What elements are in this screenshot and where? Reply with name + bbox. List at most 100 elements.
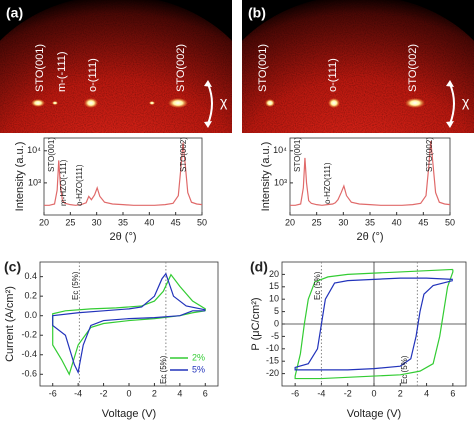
chi-arrow <box>449 83 455 125</box>
diffraction-spot <box>84 98 98 108</box>
data-line <box>290 141 451 206</box>
x-tick-label: 6 <box>203 388 208 398</box>
x-tick-label: 30 <box>338 217 348 227</box>
y-tick-label: 10³ <box>28 177 41 187</box>
y-tick-label: -10 <box>266 343 279 353</box>
panel-label: (a) <box>6 5 23 21</box>
annotation: STO(002) <box>425 137 434 172</box>
y-tick-label: 0.4 <box>24 271 37 281</box>
spot-label: STO(002) <box>407 44 419 92</box>
annotation: STO(001) <box>47 137 56 172</box>
x-axis-label: Voltage (V) <box>102 408 156 420</box>
data-line <box>294 277 454 371</box>
annotation: m-HZO(-111) <box>59 159 68 206</box>
x-tick-label: -4 <box>74 388 82 398</box>
chi-arrow <box>207 83 213 125</box>
x-tick-label: -6 <box>291 388 299 398</box>
spot-label: m-(-111) <box>56 51 68 92</box>
y-axis-label: Current (A/cm²) <box>4 286 16 362</box>
y-tick-label: 10⁴ <box>27 145 41 155</box>
x-axis-label: 2θ (°) <box>356 231 383 243</box>
diffraction-spot <box>265 99 275 107</box>
x-tick-label: 20 <box>285 217 295 227</box>
chi-label: χ <box>462 94 470 110</box>
chi-arrowhead <box>204 80 212 128</box>
x-tick-label: 0 <box>371 388 376 398</box>
x-tick-label: 30 <box>92 217 102 227</box>
x-axis-label: Voltage (V) <box>347 408 401 420</box>
y-tick-label: 0.0 <box>24 310 37 320</box>
y-axis-label: Intensity (a.u.) <box>14 142 26 212</box>
x-tick-label: 50 <box>197 217 207 227</box>
x-tick-label: 35 <box>118 217 128 227</box>
y-tick-label: -0.4 <box>21 349 37 359</box>
diffraction-image <box>242 0 474 133</box>
spot-label: STO(001) <box>257 44 269 92</box>
annotation: o-HZO(111) <box>323 162 332 204</box>
diffraction-spot <box>405 98 425 108</box>
x-tick-label: 40 <box>392 217 402 227</box>
panel-label: (b) <box>248 5 266 21</box>
diffraction-spot <box>168 98 188 108</box>
y-tick-label: 0 <box>274 318 279 328</box>
x-tick-label: 2 <box>398 388 403 398</box>
x-tick-label: 2 <box>152 388 157 398</box>
y-tick-label: 10⁴ <box>273 145 287 155</box>
chi-label: χ <box>220 94 228 110</box>
y-tick-label: 10 <box>269 294 279 304</box>
x-tick-label: 4 <box>177 388 182 398</box>
x-tick-label: 45 <box>418 217 428 227</box>
x-tick-label: 45 <box>171 217 181 227</box>
x-tick-label: 6 <box>450 388 455 398</box>
diffraction-spot <box>52 101 58 105</box>
annotation: Ec (5%) <box>313 271 322 300</box>
x-tick-label: 0 <box>126 388 131 398</box>
x-tick-label: 40 <box>144 217 154 227</box>
spot-label: STO(001) <box>34 44 46 92</box>
spot-label: o-(111) <box>327 58 339 92</box>
annotation: o-HZO(111) <box>75 164 84 206</box>
y-tick-label: -5 <box>271 331 279 341</box>
x-tick-label: -2 <box>100 388 108 398</box>
y-tick-label: 0.2 <box>24 291 37 301</box>
x-tick-label: -4 <box>317 388 325 398</box>
annotation: STO(001) <box>293 137 302 172</box>
y-tick-label: -0.2 <box>21 330 37 340</box>
spot-label: o-(111) <box>87 58 99 92</box>
x-tick-label: 50 <box>445 217 455 227</box>
data-line <box>52 273 206 376</box>
legend-label: 2% <box>192 352 205 362</box>
x-tick-label: -6 <box>49 388 57 398</box>
annotation: Ec (5%) <box>71 271 80 300</box>
diffraction-spot <box>328 98 340 108</box>
legend-label: 5% <box>192 364 205 374</box>
y-axis-label: P (μC/cm²) <box>250 297 262 350</box>
panel-label: (d) <box>250 259 268 275</box>
data-line <box>44 142 203 206</box>
annotation: Ec (5%) <box>400 355 409 384</box>
spot-label: STO(002) <box>175 44 187 92</box>
y-tick-label: -20 <box>266 368 279 378</box>
x-tick-label: 25 <box>312 217 322 227</box>
x-tick-label: 25 <box>65 217 75 227</box>
annotation: Ec (5%) <box>159 355 168 384</box>
x-tick-label: 20 <box>39 217 49 227</box>
x-tick-label: -2 <box>344 388 352 398</box>
annotation: STO(002) <box>179 137 188 172</box>
y-tick-label: -15 <box>266 356 279 366</box>
y-tick-label: 20 <box>269 269 279 279</box>
y-tick-label: 10³ <box>274 177 287 187</box>
diffraction-spot <box>149 101 155 105</box>
data-line <box>294 268 454 380</box>
y-tick-label: -0.6 <box>21 369 37 379</box>
panel-label: (c) <box>4 259 21 275</box>
x-tick-label: 35 <box>365 217 375 227</box>
y-tick-label: 15 <box>269 281 279 291</box>
x-axis-label: 2θ (°) <box>109 231 136 243</box>
y-tick-label: 5 <box>274 306 279 316</box>
x-tick-label: 4 <box>424 388 429 398</box>
data-line <box>52 272 206 375</box>
diffraction-spot <box>31 99 45 107</box>
